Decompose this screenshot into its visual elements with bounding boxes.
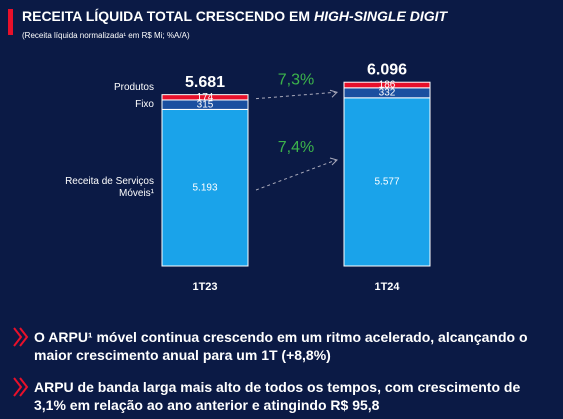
title-emphasis: HIGH-SINGLE DIGIT xyxy=(314,8,448,24)
bullet-icon xyxy=(13,377,29,397)
growth-arrow xyxy=(255,91,337,100)
subtitle: (Receita líquida normalizada¹ em R$ Mi; … xyxy=(22,31,190,40)
legend-label: Receita de Serviços Móveis¹ xyxy=(65,175,154,199)
arrow-head xyxy=(329,157,338,166)
legend-label: Produtos xyxy=(113,81,154,93)
bullet: ARPU de banda larga mais alto de todos o… xyxy=(34,379,521,413)
bar-segment xyxy=(161,94,249,101)
value-label: 174 xyxy=(197,92,214,103)
x-tick-label: 1T23 xyxy=(192,281,217,293)
chart-title: RECEITA LÍQUIDA TOTAL CRESCENDO EM HIGH-S… xyxy=(22,8,448,24)
bar-segment xyxy=(343,81,431,89)
value-label: 315 xyxy=(197,99,214,110)
total-label: 6.096 xyxy=(367,61,407,78)
title-text: RECEITA LÍQUIDA TOTAL CRESCENDO EM xyxy=(22,8,310,24)
growth-label: 7,4% xyxy=(278,139,314,156)
value-label: 332 xyxy=(379,87,396,98)
total-label: 5.681 xyxy=(185,74,225,91)
value-label: 186 xyxy=(379,80,396,91)
title-accent xyxy=(8,9,13,35)
value-label: 5.193 xyxy=(192,182,217,193)
value-label: 5.577 xyxy=(374,177,399,188)
bar-segment xyxy=(343,97,431,267)
growth-arrow xyxy=(255,159,337,191)
bullet: O ARPU¹ móvel continua crescendo em um r… xyxy=(34,329,528,363)
bar-segment xyxy=(161,108,249,267)
arrow-head xyxy=(329,89,338,98)
growth-label: 7,3% xyxy=(278,71,314,88)
bullet-icon xyxy=(13,327,29,347)
x-tick-label: 1T24 xyxy=(374,281,400,293)
legend-label: Fixo xyxy=(135,98,154,110)
